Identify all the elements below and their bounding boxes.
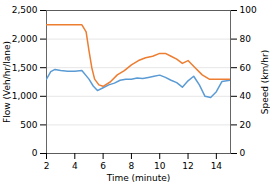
svg-text:4: 4 <box>72 161 78 171</box>
svg-text:14: 14 <box>211 161 223 171</box>
svg-text:10: 10 <box>154 161 166 171</box>
svg-text:0: 0 <box>32 148 38 158</box>
svg-text:Speed (km/hr): Speed (km/hr) <box>260 50 270 115</box>
svg-text:6: 6 <box>100 161 106 171</box>
svg-text:12: 12 <box>182 161 193 171</box>
svg-text:0: 0 <box>240 148 246 158</box>
svg-text:100: 100 <box>240 5 257 15</box>
svg-text:2: 2 <box>44 161 50 171</box>
svg-text:60: 60 <box>240 63 252 73</box>
svg-text:2,000: 2,000 <box>12 34 38 44</box>
svg-text:Time (minute): Time (minute) <box>106 173 171 183</box>
svg-text:Flow (Veh/hr/lane): Flow (Veh/hr/lane) <box>2 41 12 123</box>
svg-text:1,000: 1,000 <box>12 91 38 101</box>
svg-text:40: 40 <box>240 91 252 101</box>
svg-text:80: 80 <box>240 34 252 44</box>
svg-text:20: 20 <box>240 120 252 130</box>
svg-text:8: 8 <box>129 161 135 171</box>
svg-text:1,500: 1,500 <box>12 63 38 73</box>
svg-text:2,500: 2,500 <box>12 5 38 15</box>
svg-text:500: 500 <box>20 120 37 130</box>
